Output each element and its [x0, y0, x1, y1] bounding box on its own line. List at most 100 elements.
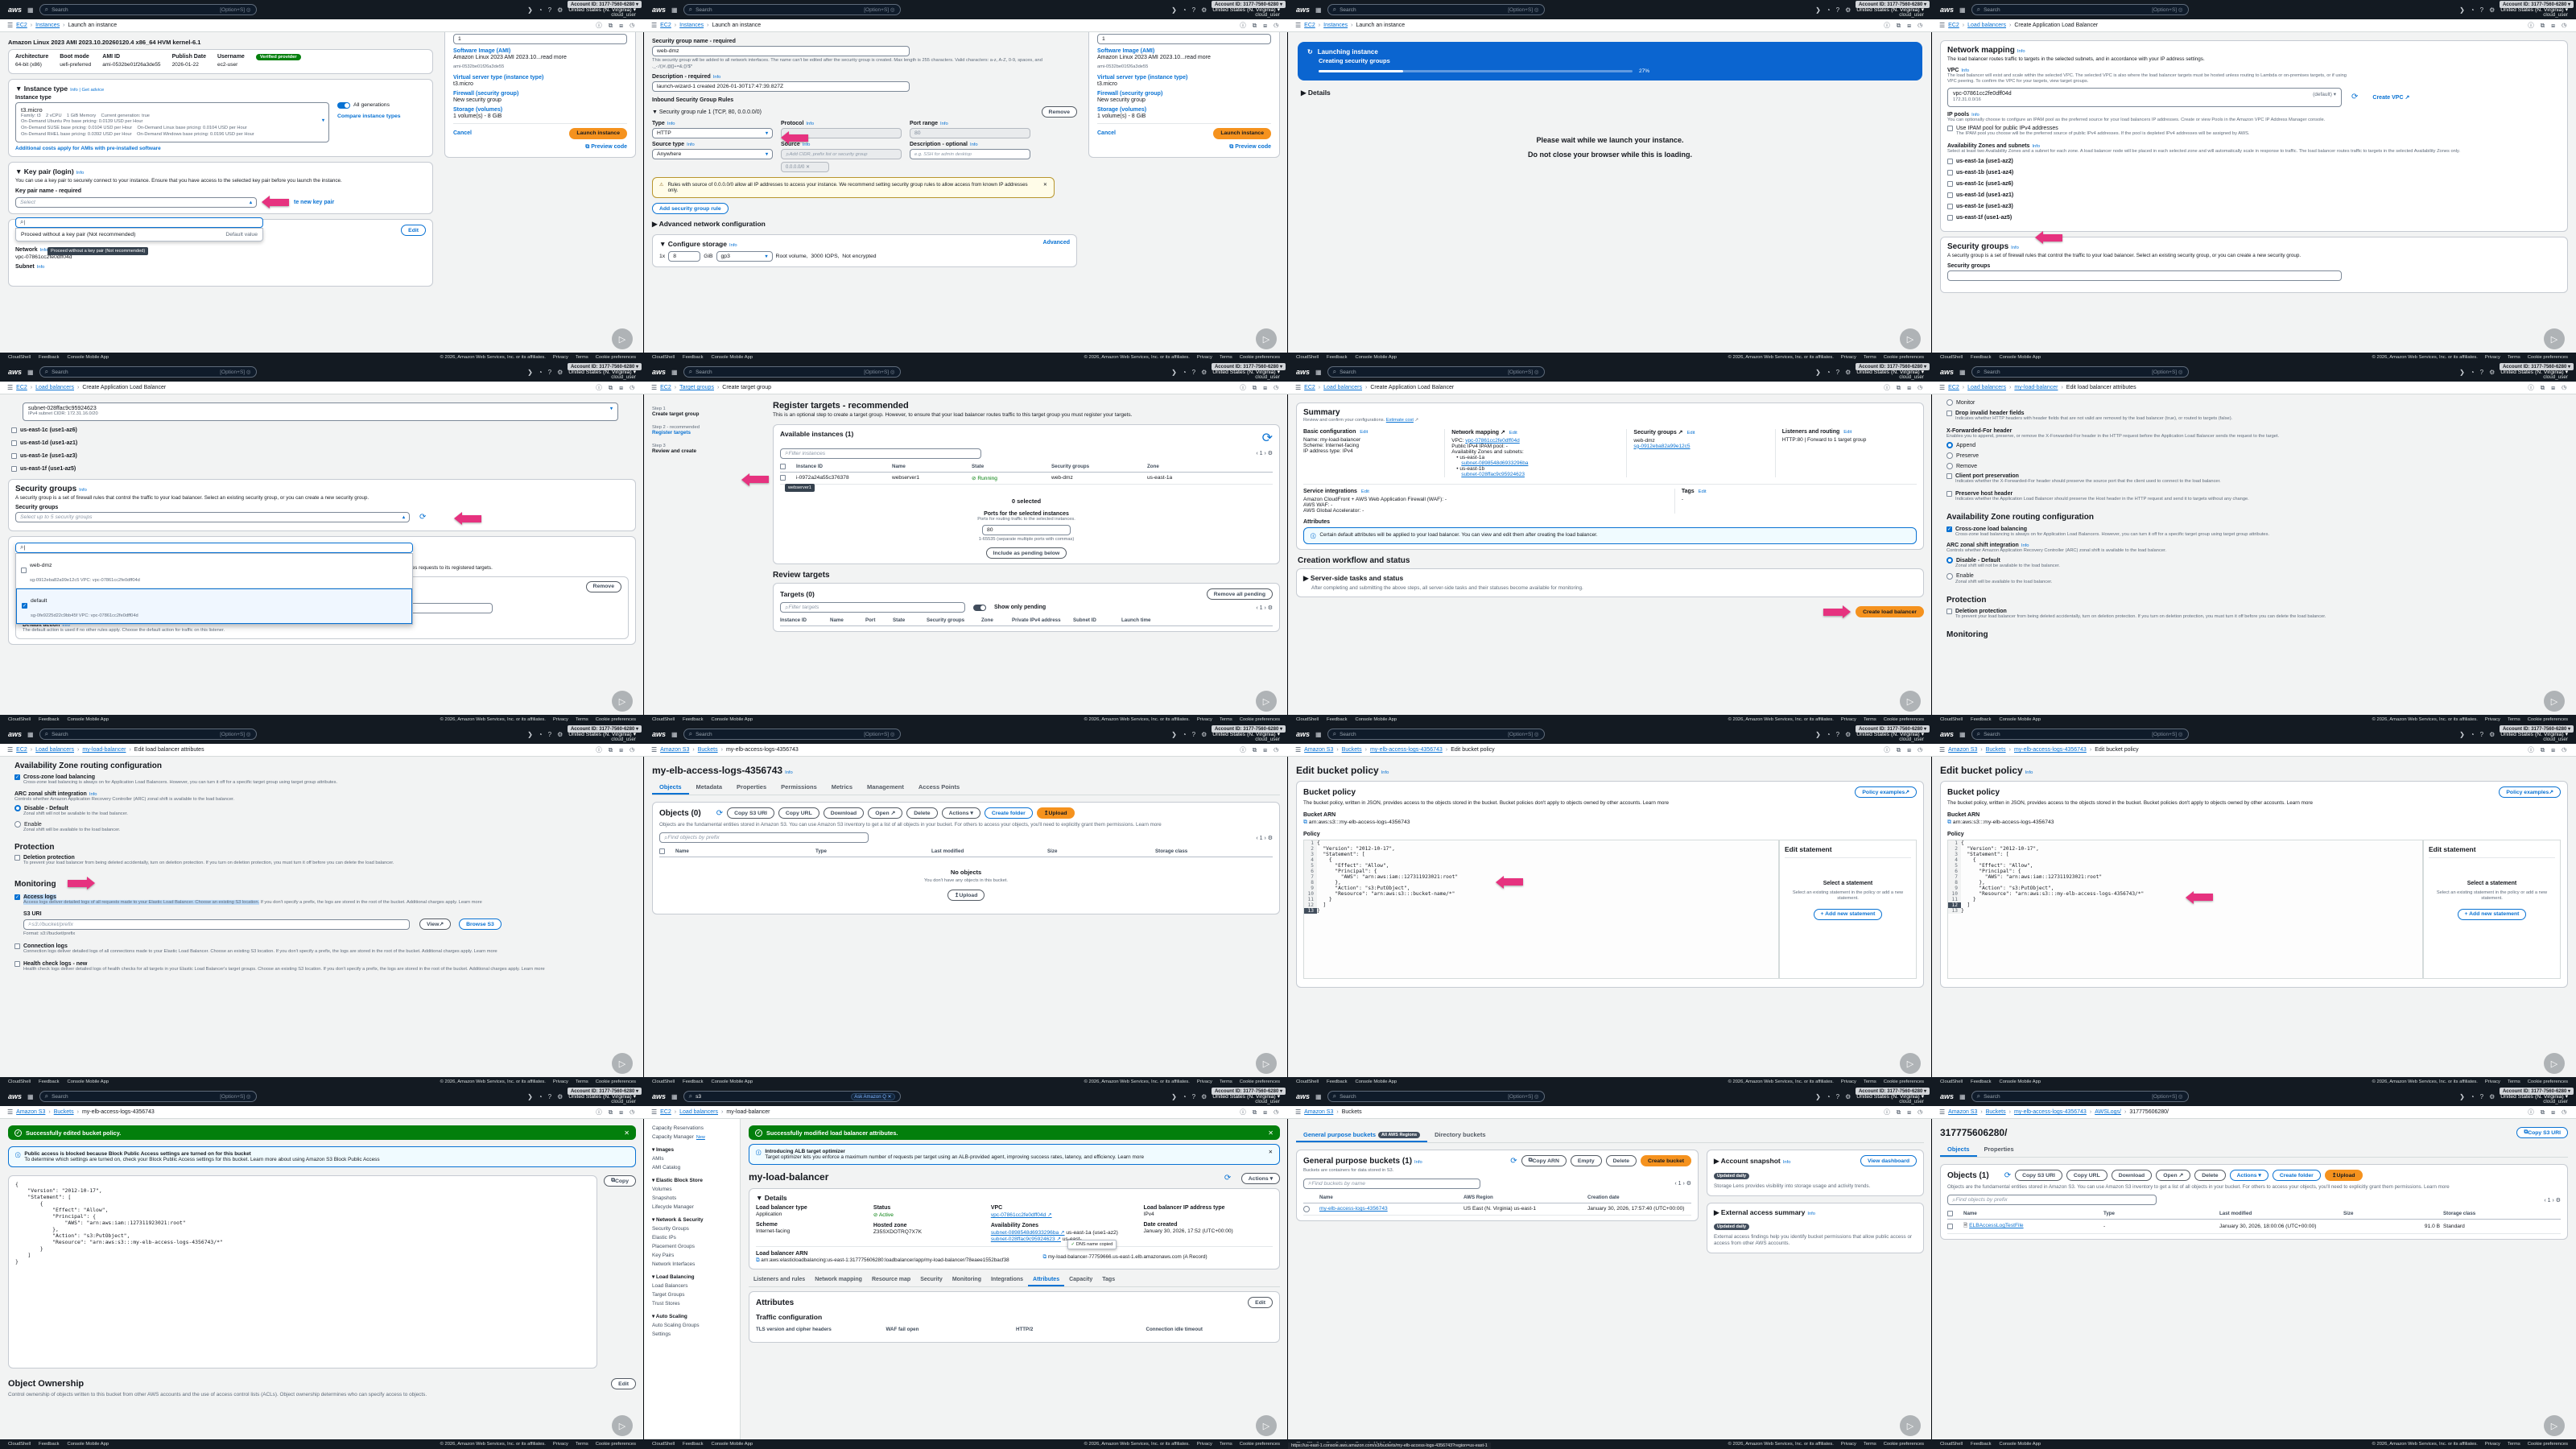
select-all-checkbox[interactable]	[1947, 1211, 1953, 1217]
help-icon[interactable]: ?	[1835, 6, 1840, 14]
breadcrumb-item[interactable]: Amazon S3	[1948, 747, 1978, 753]
footer-link[interactable]: Cookie preferences	[1883, 717, 1924, 722]
policy-code-line[interactable]: 6 "Principal": {	[1948, 868, 2422, 874]
account-id-badge[interactable]: Account ID: 3177-7560-6280 ▾	[567, 725, 642, 733]
hamburger-menu-icon[interactable]: ☰	[1939, 384, 1946, 391]
account-id-badge[interactable]: Account ID: 3177-7560-6280 ▾	[1211, 725, 1286, 733]
footer-link[interactable]: Privacy	[552, 717, 568, 722]
network-edit-button[interactable]: Edit	[401, 225, 426, 237]
footer-link[interactable]: CloudShell	[8, 717, 31, 722]
volume-size-input[interactable]: 8	[668, 251, 701, 262]
footer-link[interactable]: Privacy	[1196, 1080, 1212, 1084]
breadcrumb-item[interactable]: Buckets	[1985, 747, 2006, 753]
breadcrumb-item[interactable]: EC2	[1948, 385, 1959, 390]
policy-code-line[interactable]: 1{	[1304, 840, 1778, 846]
subnet-link[interactable]: subnet-0898548d6933296ba	[1461, 460, 1529, 466]
footer-link[interactable]: Feedback	[683, 1442, 704, 1447]
console-search-input[interactable]: ⌕ Search [Option+S] ◎	[1971, 4, 2189, 15]
footer-link[interactable]: Terms	[575, 1080, 588, 1084]
deletion-protection-checkbox[interactable]	[14, 854, 20, 861]
policy-code-line[interactable]: 7 "AWS": "arn:aws:iam::127311923021:root…	[1948, 873, 2422, 880]
apps-grid-icon[interactable]: ▦	[1959, 1092, 1966, 1100]
policy-examples-button[interactable]: Policy examples ↗	[1855, 786, 1917, 798]
settings-gear-icon[interactable]: ⚙	[2489, 368, 2496, 376]
replay-overlay-icon[interactable]: ▷	[612, 691, 633, 712]
sidebar-item[interactable]: Snapshots	[652, 1195, 677, 1201]
footer-link[interactable]: Privacy	[552, 1442, 568, 1447]
apps-grid-icon[interactable]: ▦	[1959, 368, 1966, 376]
footer-link[interactable]: Terms	[1863, 1442, 1876, 1447]
lb-tab[interactable]: Monitoring	[952, 1277, 981, 1282]
server-side-tasks-expander[interactable]: ▶ Server-side tasks and status	[1303, 573, 1404, 582]
hamburger-menu-icon[interactable]: ☰	[1295, 1108, 1302, 1116]
cloudshell-terminal-icon[interactable]: ❯	[1171, 368, 1177, 376]
cloudshell-terminal-icon[interactable]: ❯	[1815, 1092, 1821, 1100]
settings-gear-icon[interactable]: ⚙	[1845, 730, 1852, 738]
sidebar-item[interactable]: Placement Groups	[652, 1244, 695, 1249]
region-selector[interactable]: United States (N. Virginia) ▾	[2500, 369, 2568, 375]
sidebar-item[interactable]: Security Groups	[652, 1226, 689, 1232]
instance-type-select[interactable]: t3.micro Family: t3 2 vCPU 1 GiB Memory …	[15, 101, 329, 142]
footer-link[interactable]: CloudShell	[1940, 1080, 1963, 1084]
policy-code-line[interactable]: 4 {	[1304, 857, 1778, 863]
policy-code-line[interactable]: 13}	[1948, 907, 2422, 914]
footer-link[interactable]: Privacy	[2484, 717, 2500, 722]
sidebar-item[interactable]: Lifecycle Manager	[652, 1204, 694, 1210]
footer-link[interactable]: Terms	[1219, 355, 1232, 360]
footer-link[interactable]: CloudShell	[652, 717, 675, 722]
summary-firewall-link[interactable]: Firewall (security group)	[1097, 90, 1163, 97]
hamburger-menu-icon[interactable]: ☰	[1295, 384, 1302, 391]
footer-link[interactable]: CloudShell	[1296, 717, 1319, 722]
refresh-icon[interactable]: ⟳	[2351, 93, 2359, 102]
objects-toolbar-button[interactable]: Copy S3 URI	[2015, 1170, 2062, 1181]
apps-grid-icon[interactable]: ▦	[1315, 1092, 1322, 1100]
help-icon[interactable]: ?	[1835, 1092, 1840, 1100]
add-sg-rule-button[interactable]: Add security group rule	[652, 203, 729, 215]
vpc-select[interactable]: vpc-07861cc2fe0dff04d (default) ▾ 172.31.…	[1947, 87, 2342, 107]
instance-checkbox[interactable]	[780, 475, 786, 481]
console-search-input[interactable]: ⌕ Search [Option+S] ◎	[39, 729, 257, 740]
footer-link[interactable]: Feedback	[1327, 355, 1348, 360]
help-icon[interactable]: ?	[547, 730, 552, 738]
console-search-input[interactable]: ⌕ Search [Option+S] ◎	[39, 1091, 257, 1102]
cloudshell-terminal-icon[interactable]: ❯	[1815, 368, 1821, 376]
pagination[interactable]: ‹ 1 › ⚙	[1256, 451, 1273, 457]
subnet-link[interactable]: subnet-028ffac9c95924623 ↗	[990, 1236, 1061, 1242]
pagination[interactable]: ‹ 1 › ⚙	[1256, 605, 1273, 611]
breadcrumb-item[interactable]: EC2	[1304, 385, 1315, 390]
policy-code-line[interactable]: 4 {	[1948, 857, 2422, 863]
account-id-badge[interactable]: Account ID: 3177-7560-6280 ▾	[2499, 725, 2574, 733]
replay-overlay-icon[interactable]: ▷	[1256, 328, 1277, 349]
bucket-tab[interactable]: Management	[867, 783, 904, 791]
hamburger-menu-icon[interactable]: ☰	[1939, 1108, 1946, 1116]
instance-type-section-title[interactable]: ▼ Instance type Info | Get advice	[15, 84, 105, 93]
breadcrumb-item[interactable]: EC2	[660, 385, 671, 390]
breadcrumb-item[interactable]: Instances	[679, 23, 704, 28]
console-search-input[interactable]: ⌕ Search [Option+S] ◎	[683, 366, 901, 378]
remove-listener-button[interactable]: Remove	[585, 580, 621, 592]
footer-link[interactable]: CloudShell	[1296, 355, 1319, 360]
help-icon[interactable]: ?	[2479, 6, 2484, 14]
breadcrumb-item[interactable]: Buckets	[1341, 747, 1362, 753]
create-bucket-button[interactable]: Create bucket	[1641, 1155, 1691, 1166]
view-dashboard-button[interactable]: View dashboard	[1860, 1155, 1917, 1166]
close-icon[interactable]: ✕	[1268, 1129, 1274, 1137]
notifications-bell-icon[interactable]: ◔	[1182, 368, 1187, 376]
account-id-badge[interactable]: Account ID: 3177-7560-6280 ▾	[567, 363, 642, 370]
view-button[interactable]: View ↗	[419, 919, 452, 931]
az-checkbox-row[interactable]: us-east-1c (use1-az6)	[1947, 180, 2561, 187]
account-id-badge[interactable]: Account ID: 3177-7560-6280 ▾	[1855, 725, 1930, 733]
breadcrumb-item[interactable]: Amazon S3	[1304, 747, 1334, 753]
policy-code-line[interactable]: 3 "Statement": [	[1304, 851, 1778, 857]
page-tools-icons[interactable]: ⓘ ⧉ ⊞ ◷	[1884, 1108, 1925, 1116]
region-selector[interactable]: United States (N. Virginia) ▾	[1212, 732, 1280, 737]
objects-toolbar-button[interactable]: Download	[2111, 1170, 2153, 1181]
copy-icon[interactable]: ⧉	[1042, 1254, 1047, 1260]
hamburger-menu-icon[interactable]: ☰	[7, 384, 14, 391]
cloudshell-terminal-icon[interactable]: ❯	[2459, 6, 2465, 14]
replay-overlay-icon[interactable]: ▷	[1256, 1053, 1277, 1074]
pagination[interactable]: ‹ 1 › ⚙	[1256, 835, 1273, 841]
footer-link[interactable]: Console Mobile App	[1999, 1080, 2041, 1084]
replay-overlay-icon[interactable]: ▷	[2544, 1415, 2565, 1436]
